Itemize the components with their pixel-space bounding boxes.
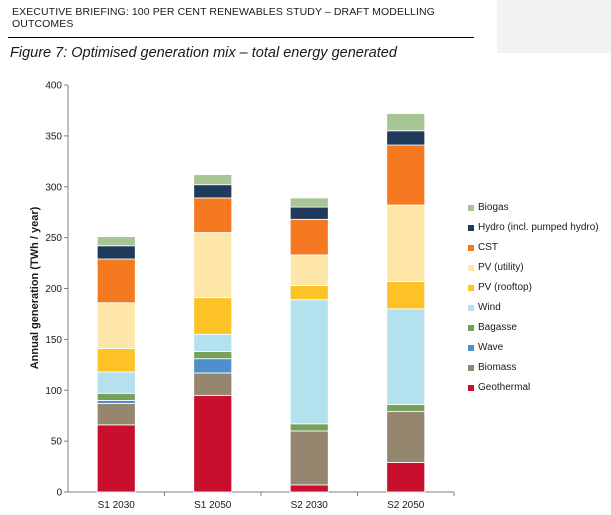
bar-segment [386,144,426,206]
legend-item: Wind [468,298,599,318]
chart-legend: Biogas Hydro (incl. pumped hydro) CST PV (u… [468,198,599,398]
bar-segment [386,113,426,132]
legend-label: PV (utility) [478,262,524,273]
header-shaded-block [497,0,611,53]
bar-segment [193,297,233,335]
bar-segment [96,424,136,493]
figure-caption: Figure 7: Optimised generation mix – tot… [10,45,397,61]
document-header: EXECUTIVE BRIEFING: 100 PER CENT RENEWAB… [12,6,435,30]
y-tick-label: 50 [51,437,63,448]
bar-segment [386,462,426,493]
legend-swatch [468,325,474,331]
y-axis-label: Annual generation (TWh / year) [29,206,41,369]
chart-bars [96,113,426,493]
legend-swatch [468,205,474,211]
bar-segment [386,404,426,413]
header-divider [8,37,474,38]
legend-item: PV (rooftop) [468,278,599,298]
y-tick-label: 200 [45,284,62,295]
bar-segment [96,236,136,247]
y-tick-label: 400 [45,81,62,92]
bar-segment [289,484,329,493]
bar-segment [193,351,233,360]
bar-segment [386,280,426,310]
bar-segment [289,197,329,208]
bar-segment [386,130,426,146]
bar-segment [289,299,329,425]
y-tick-label: 100 [45,386,62,397]
bar-segment [193,394,233,493]
legend-swatch [468,265,474,271]
y-tick-label: 250 [45,233,62,244]
bar-segment [96,392,136,401]
bar-segment [96,403,136,426]
legend-item: Geothermal [468,378,599,398]
legend-swatch [468,345,474,351]
bar-segment [193,184,233,199]
y-tick-label: 350 [45,131,62,142]
x-tick-label: S1 2050 [194,500,232,511]
legend-swatch [468,305,474,311]
bar-segment [289,206,329,220]
bar-segment [96,258,136,304]
legend-label: CST [478,242,498,253]
bar-segment [386,411,426,463]
legend-item: Bagasse [468,318,599,338]
legend-item: CST [468,238,599,258]
bar-segment [193,358,233,374]
legend-label: Biogas [478,202,509,213]
legend-label: Wind [478,302,501,313]
bar-segment [289,423,329,432]
bar-segment [96,245,136,260]
bar-segment [289,430,329,486]
legend-swatch [468,365,474,371]
legend-swatch [468,225,474,231]
legend-swatch [468,385,474,391]
bar-segment [96,400,136,404]
bar-segment [193,232,233,299]
legend-label: Geothermal [478,382,531,393]
legend-item: Biomass [468,358,599,378]
legend-label: Hydro (incl. pumped hydro) [478,222,599,233]
bar-segment [96,348,136,373]
x-tick-label: S2 2050 [387,500,425,511]
bar-segment [193,372,233,396]
legend-item: PV (utility) [468,258,599,278]
x-tick-label: S2 2030 [291,500,329,511]
x-tick-label: S1 2030 [98,500,136,511]
bar-segment [96,371,136,394]
legend-label: Wave [478,342,504,353]
legend-item: Biogas [468,198,599,218]
legend-item: Hydro (incl. pumped hydro) [468,218,599,238]
y-tick-label: 0 [56,488,62,499]
legend-label: Bagasse [478,322,517,333]
bar-segment [386,204,426,282]
y-tick-label: 150 [45,335,62,346]
bar-segment [289,218,329,256]
bar-segment [193,333,233,352]
legend-label: PV (rooftop) [478,282,532,293]
bar-segment [289,254,329,286]
bar-segment [96,302,136,349]
bar-segment [289,285,329,301]
y-tick-label: 300 [45,182,62,193]
legend-swatch [468,245,474,251]
legend-swatch [468,285,474,291]
bar-segment [193,197,233,233]
bar-segment [193,174,233,186]
legend-item: Wave [468,338,599,358]
legend-label: Biomass [478,362,517,373]
bar-segment [386,308,426,405]
